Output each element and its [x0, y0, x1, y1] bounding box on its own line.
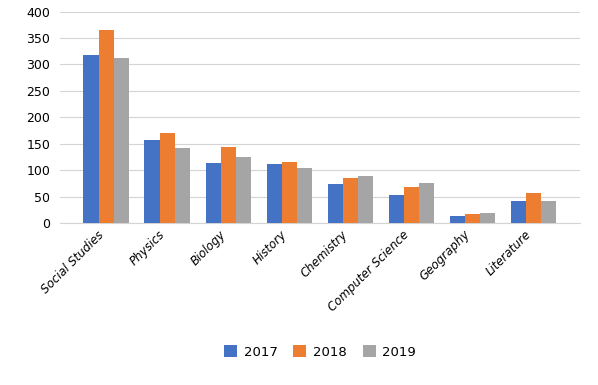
Bar: [175, 148, 190, 223]
Bar: [526, 193, 541, 223]
Bar: [114, 58, 129, 223]
Legend: 2017, 2018, 2019: 2017, 2018, 2019: [218, 340, 422, 364]
Bar: [511, 201, 526, 223]
Bar: [343, 178, 358, 223]
Bar: [297, 168, 312, 223]
Bar: [465, 214, 480, 223]
Bar: [206, 164, 221, 223]
Bar: [221, 147, 236, 223]
Bar: [480, 213, 495, 223]
Bar: [328, 184, 343, 223]
Bar: [145, 140, 160, 223]
Bar: [358, 176, 373, 223]
Bar: [450, 216, 465, 223]
Bar: [419, 183, 434, 223]
Bar: [404, 187, 419, 223]
Bar: [389, 195, 404, 223]
Bar: [84, 55, 99, 223]
Bar: [160, 133, 175, 223]
Bar: [282, 162, 297, 223]
Bar: [99, 30, 114, 223]
Bar: [267, 164, 282, 223]
Bar: [236, 157, 251, 223]
Bar: [541, 201, 556, 223]
